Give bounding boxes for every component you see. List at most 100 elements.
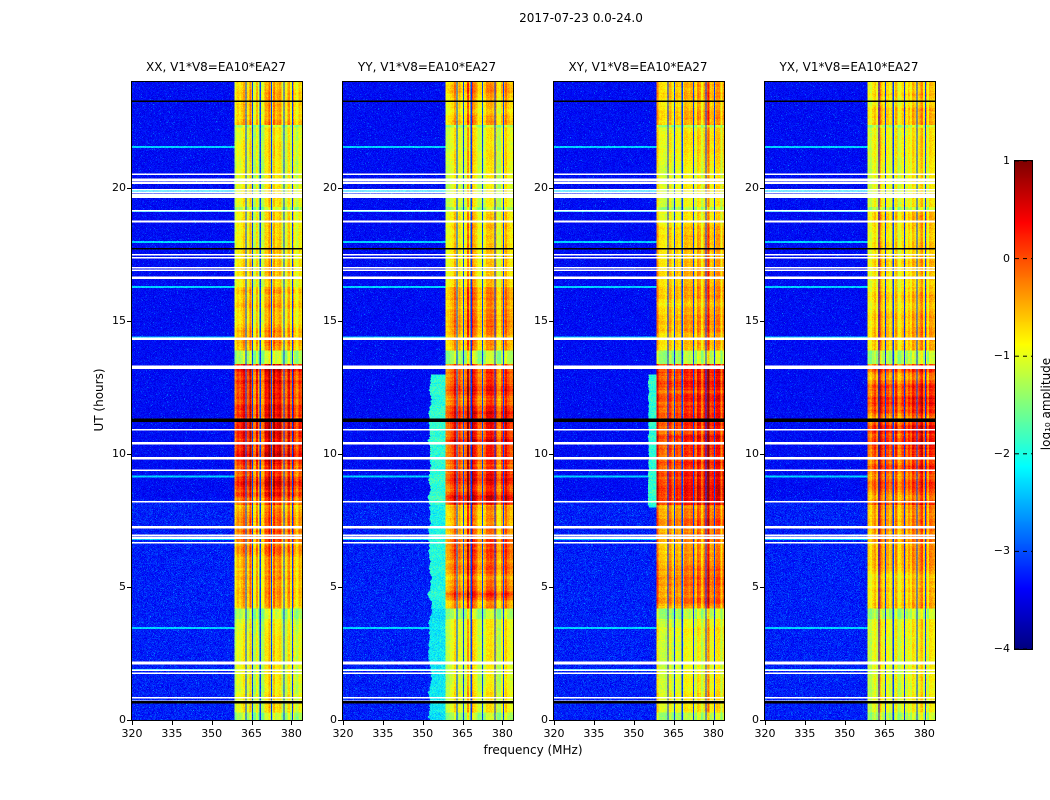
- x-tick-label: 320: [754, 727, 776, 740]
- y-tick-label: 10: [534, 447, 548, 461]
- x-tick-label: 335: [161, 727, 183, 740]
- x-tick-mark: [633, 721, 635, 725]
- x-tick-label: 380: [913, 727, 935, 740]
- y-tick-label: 15: [745, 314, 759, 328]
- colorbar-tick-label: −1: [993, 349, 1010, 363]
- x-tick-mark: [291, 721, 293, 725]
- spectrogram-canvas-yx: [764, 81, 936, 721]
- x-tick-label: 335: [583, 727, 605, 740]
- x-tick-label: 365: [241, 727, 263, 740]
- x-tick-mark: [765, 721, 766, 725]
- y-tick-mark: [127, 188, 131, 190]
- x-tick-label: 320: [543, 727, 565, 740]
- x-tick-label: 350: [623, 727, 645, 740]
- y-tick-mark: [338, 321, 342, 323]
- y-tick-mark: [760, 720, 764, 721]
- y-tick-label: 0: [119, 713, 126, 726]
- x-tick-mark: [593, 721, 595, 725]
- x-tick-mark: [804, 721, 806, 725]
- y-tick-mark: [127, 587, 131, 589]
- y-axis-label: UT (hours): [92, 368, 106, 432]
- y-tick-mark: [760, 188, 764, 190]
- x-tick-mark: [844, 721, 846, 725]
- colorbar: 1 0 −1 −2 −3 −4: [994, 154, 1033, 655]
- colorbar-tick-label: −3: [993, 544, 1010, 558]
- x-tick-label: 350: [201, 727, 223, 740]
- y-tick-mark: [338, 454, 342, 456]
- y-tick-mark: [338, 720, 342, 721]
- x-tick-mark: [171, 721, 173, 725]
- x-axis-label: frequency (MHz): [483, 743, 583, 757]
- x-tick-label: 380: [491, 727, 513, 740]
- y-tick-label: 20: [534, 181, 548, 195]
- x-tick-label: 335: [372, 727, 394, 740]
- x-tick-mark: [382, 721, 384, 725]
- x-tick-mark: [132, 721, 133, 725]
- panel-title-yy: YY, V1*V8=EA10*EA27: [357, 60, 497, 74]
- y-tick-label: 15: [323, 314, 337, 328]
- y-tick-mark: [549, 454, 553, 456]
- x-tick-mark: [554, 721, 555, 725]
- x-tick-mark: [211, 721, 213, 725]
- y-tick-label: 5: [119, 580, 126, 594]
- x-tick-label: 320: [121, 727, 143, 740]
- y-tick-mark: [549, 720, 553, 721]
- y-tick-label: 15: [112, 314, 126, 328]
- y-tick-mark: [760, 587, 764, 589]
- x-tick-mark: [422, 721, 424, 725]
- panel-xy: XY, V1*V8=EA10*EA27 320 335 350 365 380 0 5 10 1…: [534, 60, 725, 770]
- y-tick-label: 20: [112, 181, 126, 195]
- y-tick-label: 10: [323, 447, 337, 461]
- x-tick-label: 320: [332, 727, 354, 740]
- panel-title-yx: YX, V1*V8=EA10*EA27: [779, 60, 919, 74]
- y-tick-label: 5: [752, 580, 759, 594]
- x-tick-mark: [343, 721, 344, 725]
- y-tick-label: 0: [752, 713, 759, 726]
- panel-yx: YX, V1*V8=EA10*EA27 320 335 350 365 380 0 5 10 1…: [745, 60, 936, 770]
- y-tick-mark: [549, 321, 553, 323]
- y-tick-label: 15: [534, 314, 548, 328]
- y-tick-mark: [549, 587, 553, 589]
- colorbar-tick-label: −2: [993, 446, 1010, 460]
- x-tick-mark: [713, 721, 715, 725]
- y-tick-label: 5: [541, 580, 548, 594]
- x-tick-label: 365: [452, 727, 474, 740]
- x-tick-label: 380: [702, 727, 724, 740]
- panel-title-xx: XX, V1*V8=EA10*EA27: [146, 60, 286, 74]
- figure-title: 2017-07-23 0.0-24.0: [519, 11, 643, 25]
- y-tick-label: 0: [541, 713, 548, 726]
- y-tick-label: 20: [745, 181, 759, 195]
- y-tick-mark: [338, 188, 342, 190]
- y-tick-label: 10: [745, 447, 759, 461]
- spectrogram-canvas-yy: [342, 81, 514, 721]
- y-tick-mark: [127, 720, 131, 721]
- x-tick-mark: [884, 721, 886, 725]
- y-tick-label: 20: [323, 181, 337, 195]
- x-tick-label: 365: [874, 727, 896, 740]
- x-tick-label: 380: [280, 727, 302, 740]
- spectrogram-canvas-xx: [131, 81, 303, 721]
- y-tick-mark: [549, 188, 553, 190]
- x-tick-mark: [502, 721, 504, 725]
- colorbar-label: log₁₀ amplitude: [1039, 357, 1050, 451]
- x-tick-label: 335: [794, 727, 816, 740]
- panel-title-xy: XY, V1*V8=EA10*EA27: [568, 60, 708, 74]
- y-tick-mark: [127, 321, 131, 323]
- y-tick-label: 5: [330, 580, 337, 594]
- panel-xx: XX, V1*V8=EA10*EA27 320 335 350 365 380 0 5 10 1…: [112, 60, 303, 770]
- y-tick-mark: [760, 454, 764, 456]
- colorbar-tick-label: 1: [1003, 154, 1010, 167]
- y-tick-mark: [338, 587, 342, 589]
- colorbar-gradient: [1014, 160, 1033, 650]
- colorbar-tick-label: −4: [993, 642, 1010, 655]
- y-tick-mark: [127, 454, 131, 456]
- y-tick-mark: [760, 321, 764, 323]
- x-tick-mark: [673, 721, 675, 725]
- y-tick-label: 10: [112, 447, 126, 461]
- x-tick-label: 350: [412, 727, 434, 740]
- x-tick-mark: [924, 721, 926, 725]
- x-tick-mark: [462, 721, 464, 725]
- panel-yy: YY, V1*V8=EA10*EA27 320 335 350 365 380 0 5 10 1…: [323, 60, 514, 770]
- x-tick-label: 350: [834, 727, 856, 740]
